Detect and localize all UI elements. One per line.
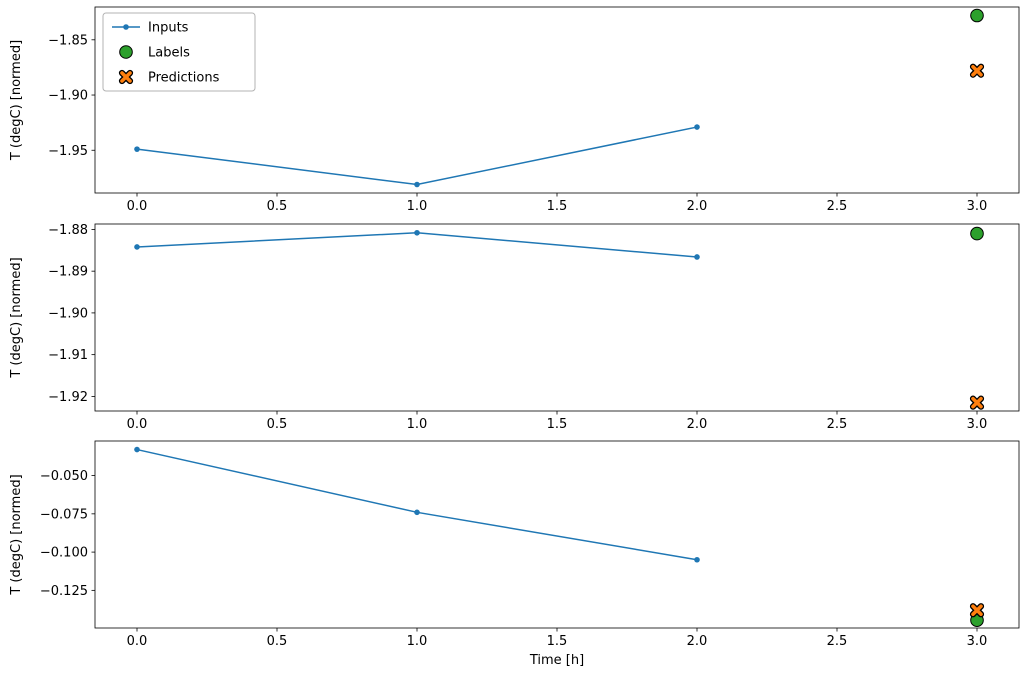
dot-marker — [134, 146, 140, 152]
series-inputs — [134, 124, 700, 188]
legend-dot-marker — [123, 24, 129, 30]
legend-label: Inputs — [148, 21, 189, 36]
x-tick-label: 1.5 — [547, 417, 568, 432]
y-tick-label: −1.89 — [48, 265, 88, 280]
x-tick-label: 2.0 — [687, 634, 708, 649]
series-predictions — [969, 395, 985, 410]
dot-marker — [414, 229, 420, 236]
y-axis-label: T (degC) [normed] — [9, 474, 24, 595]
y-tick-label: −1.85 — [48, 33, 88, 48]
circle-marker — [970, 8, 984, 23]
y-axis-label: T (degC) [normed] — [9, 40, 24, 161]
legend-label: Labels — [148, 46, 190, 61]
legend-box — [102, 12, 256, 92]
subplot-1: −1.85 −1.90 −1.95 0.0 0.5 1.0 1.5 2.0 2.5 3.0 T (d… — [9, 6, 1020, 214]
legend-circle-marker — [119, 45, 133, 59]
x-tick-label: 1.0 — [407, 417, 428, 432]
y-tick-label: −1.91 — [48, 348, 88, 363]
y-tick-label: −0.100 — [40, 546, 88, 561]
x-tick-label: 0.0 — [127, 634, 148, 649]
y-tick-label: −0.125 — [40, 584, 88, 599]
y-tick-label: −1.90 — [48, 306, 88, 321]
x-tick-label: 0.5 — [267, 417, 288, 432]
x-marker — [971, 396, 983, 409]
series-predictions — [969, 63, 985, 78]
dot-marker — [414, 509, 420, 516]
x-tick-label: 3.0 — [967, 634, 988, 649]
legend-label: Predictions — [148, 71, 220, 86]
y-axis-label: T (degC) [normed] — [9, 257, 24, 378]
x-tick-label: 2.0 — [687, 417, 708, 432]
dot-marker — [694, 124, 700, 130]
x-tick-label: 1.0 — [407, 634, 428, 649]
series-inputs — [134, 229, 700, 260]
x-tick-label: 0.5 — [267, 634, 288, 649]
x-tick-label: 0.0 — [127, 417, 148, 432]
axes-frame — [94, 440, 1020, 629]
x-marker — [971, 604, 983, 617]
x-tick-label: 2.5 — [827, 199, 848, 214]
series-predictions — [969, 603, 985, 618]
y-tick-label: −1.95 — [48, 144, 88, 159]
x-tick-label: 1.5 — [547, 199, 568, 214]
x-tick-label: 2.0 — [687, 199, 708, 214]
x-tick-label: 1.5 — [547, 634, 568, 649]
dot-marker — [694, 254, 700, 260]
x-marker — [971, 64, 983, 77]
y-tick-label: −0.050 — [40, 469, 88, 484]
series-inputs — [134, 446, 700, 563]
x-marker — [120, 71, 132, 83]
x-tick-label: 0.5 — [267, 199, 288, 214]
series-labels — [970, 226, 984, 241]
y-tick-label: −1.92 — [48, 390, 88, 405]
x-tick-label: 3.0 — [967, 199, 988, 214]
x-tick-label: 3.0 — [967, 417, 988, 432]
y-tick-label: −1.90 — [48, 89, 88, 104]
series-labels — [970, 8, 984, 23]
dot-marker — [134, 244, 140, 250]
axes-frame — [94, 223, 1020, 412]
subplot-3: −0.050 −0.075 −0.100 −0.125 0.0 0.5 1.0 1.5 2.0 2… — [9, 440, 1020, 668]
x-axis-label: Time [h] — [529, 653, 584, 668]
x-tick-label: 2.5 — [827, 417, 848, 432]
dot-marker — [694, 556, 700, 563]
circle-marker — [970, 226, 984, 241]
dot-marker — [134, 446, 140, 453]
dot-marker — [414, 181, 420, 188]
subplot-2: −1.88 −1.89 −1.90 −1.91 −1.92 0.0 0.5 1.0 1.5 2.0… — [9, 223, 1020, 432]
y-tick-label: −0.075 — [40, 507, 88, 522]
legend: Inputs Labels Predictions — [102, 12, 256, 92]
y-tick-label: −1.88 — [48, 223, 88, 238]
x-tick-label: 0.0 — [127, 199, 148, 214]
x-tick-label: 1.0 — [407, 199, 428, 214]
x-tick-label: 2.5 — [827, 634, 848, 649]
